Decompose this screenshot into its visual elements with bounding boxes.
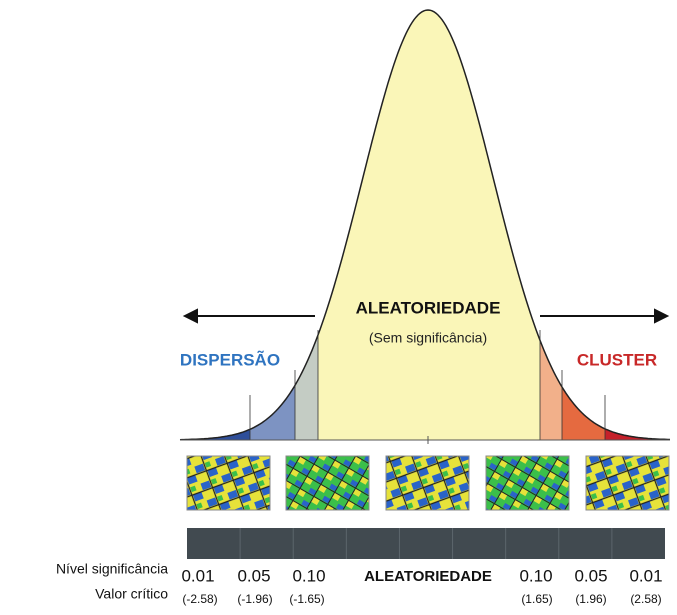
- significance-level: 0.01: [181, 566, 214, 585]
- critical-value: (2.58): [630, 592, 661, 606]
- critical-value: (1.65): [521, 592, 552, 606]
- critical-value: (-1.96): [237, 592, 272, 606]
- diagram: ALEATORIEDADE (Sem significância) DISPER…: [0, 0, 677, 610]
- scale-bar: [187, 528, 665, 559]
- critical-value: (-1.65): [289, 592, 324, 606]
- center-label: ALEATORIEDADE: [356, 298, 501, 317]
- curve-regions: [150, 0, 677, 440]
- row-label: Nível significância: [56, 561, 168, 577]
- center-sublabel: (Sem significância): [369, 330, 487, 346]
- left-label: DISPERSÃO: [180, 349, 280, 369]
- maps: [187, 456, 669, 510]
- row-label: Valor crítico: [95, 586, 168, 602]
- significance-level: 0.05: [237, 566, 270, 585]
- significance-level: 0.10: [292, 566, 325, 585]
- right-label: CLUSTER: [577, 350, 657, 369]
- significance-level: 0.01: [629, 566, 662, 585]
- significance-level: 0.10: [519, 566, 552, 585]
- critical-value: (1.96): [575, 592, 606, 606]
- significance-level: ALEATORIEDADE: [364, 568, 492, 585]
- significance-level: 0.05: [574, 566, 607, 585]
- critical-value: (-2.58): [182, 592, 217, 606]
